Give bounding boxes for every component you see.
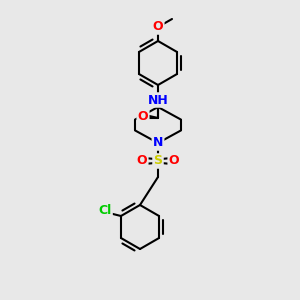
Text: Cl: Cl: [98, 205, 112, 218]
Text: NH: NH: [148, 94, 168, 106]
Text: N: N: [153, 136, 163, 149]
Text: S: S: [154, 154, 163, 167]
Text: O: O: [169, 154, 179, 167]
Text: O: O: [137, 154, 147, 167]
Text: O: O: [138, 110, 148, 122]
Text: O: O: [153, 20, 163, 34]
